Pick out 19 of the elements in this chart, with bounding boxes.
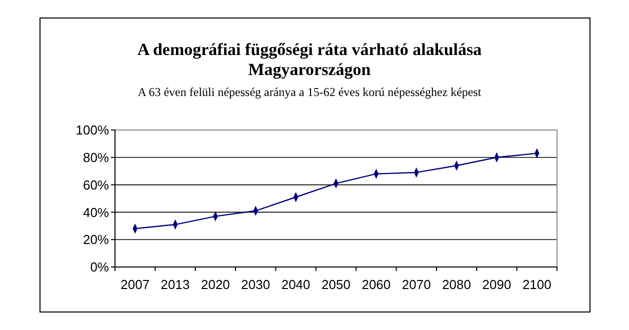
y-tick-label: 0% xyxy=(90,260,110,275)
x-tick-label: 2060 xyxy=(362,277,391,292)
y-tick-label: 20% xyxy=(82,232,110,248)
x-tick-label: 2013 xyxy=(160,277,190,292)
chart-title: A demográfiai függőségi ráta várható alakulása Magyarországon xyxy=(137,40,482,79)
x-tick-label: 2007 xyxy=(120,277,150,292)
x-tick-label: 2040 xyxy=(281,277,310,292)
x-tick-label: 2100 xyxy=(522,277,552,292)
x-tick-label: 2030 xyxy=(241,277,270,292)
y-tick-label: 80% xyxy=(82,150,110,165)
y-tick-label: 40% xyxy=(82,204,110,220)
y-tick-label: 60% xyxy=(82,177,110,192)
x-tick-label: 2020 xyxy=(200,277,230,292)
x-tick-label: 2050 xyxy=(322,277,350,292)
x-tick-label: 2090 xyxy=(482,277,512,292)
chart-subtitle: A 63 éven felüli népesség aránya a 15-62 éves korú népességhez képest xyxy=(138,85,482,99)
x-tick-label: 2070 xyxy=(402,277,431,292)
y-tick-label: 100% xyxy=(76,122,110,138)
x-tick-label: 2080 xyxy=(442,277,472,292)
